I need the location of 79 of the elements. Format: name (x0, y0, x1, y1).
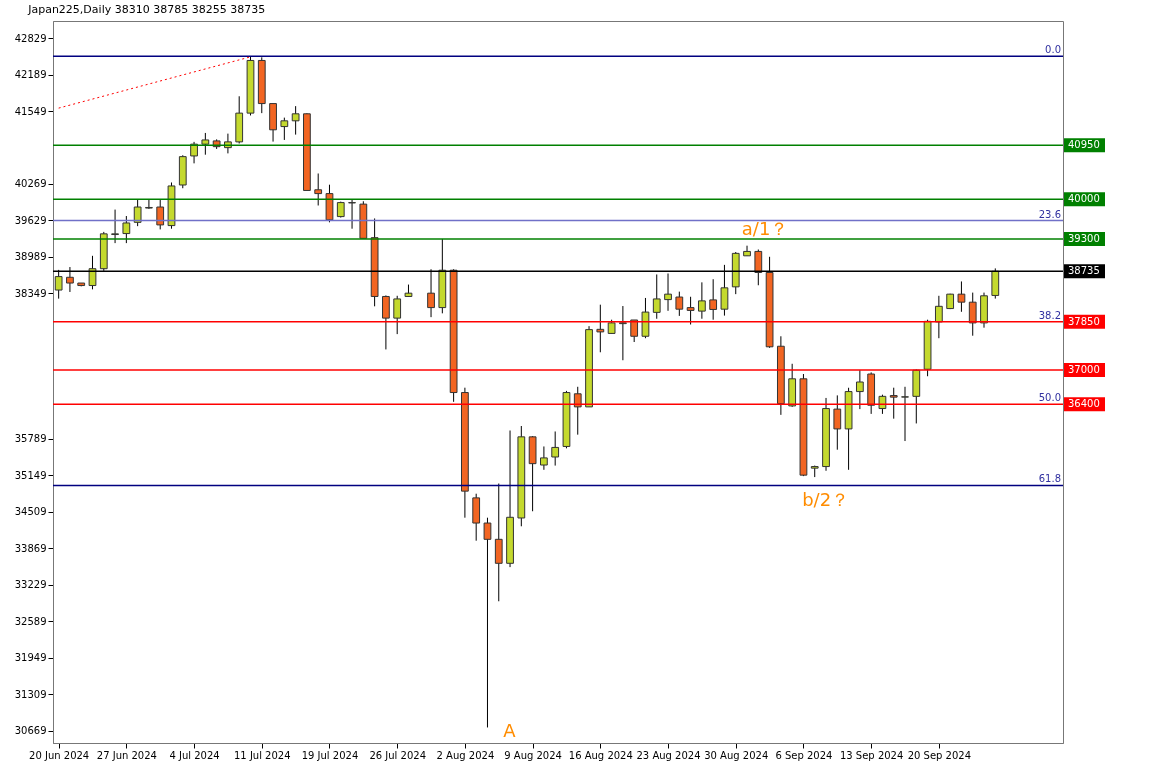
y-tick-label: 35149 (14, 469, 47, 481)
candlestick (156, 199, 165, 230)
y-tick-label: 41549 (14, 105, 47, 117)
candlestick (573, 386, 582, 436)
candlestick (145, 199, 153, 210)
x-tick-label: 9 Aug 2024 (504, 749, 562, 761)
y-tick-label: 42829 (14, 32, 47, 44)
candlestick (889, 387, 898, 420)
candlestick (280, 117, 289, 141)
candlestick (483, 517, 492, 728)
y-tick-label: 35789 (14, 433, 47, 445)
annotation: A (503, 720, 517, 742)
x-tick-label: 6 Sep 2024 (775, 749, 833, 761)
ref-line-label: 37000 (1068, 364, 1100, 376)
annotation: 0.0 (1045, 44, 1061, 56)
y-tick-label: 39629 (14, 214, 47, 226)
candlestick (652, 273, 661, 320)
candlestick (382, 294, 390, 350)
y-tick-label: 30669 (14, 725, 47, 737)
y-tick-label: 42189 (14, 69, 47, 81)
candlestick (291, 105, 300, 136)
y-tick-label: 33869 (14, 542, 47, 554)
candlestick (743, 245, 751, 257)
x-tick-label: 19 Jul 2024 (301, 749, 359, 761)
y-tick-label: 33229 (14, 579, 47, 591)
candlestick (348, 199, 356, 230)
annotation: 61.8 (1038, 473, 1061, 485)
candlestick (551, 430, 560, 467)
annotation: b/2？ (802, 489, 850, 511)
candlestick (698, 281, 706, 320)
y-tick-label: 38989 (14, 251, 47, 263)
x-tick-label: 30 Aug 2024 (704, 749, 769, 761)
y-tick-label: 31309 (14, 688, 47, 700)
candlestick (111, 209, 119, 244)
candlestick (630, 319, 639, 343)
candlestick (957, 280, 966, 313)
candlestick (968, 292, 977, 337)
annotation: 50.0 (1038, 392, 1061, 404)
chart-title: Japan225,Daily 38310 38785 38255 38735 (27, 3, 266, 16)
candlestick (133, 199, 142, 227)
x-tick-label: 4 Jul 2024 (169, 749, 220, 761)
y-tick-label: 34509 (14, 506, 47, 518)
x-tick-label: 13 Sep 2024 (839, 749, 904, 761)
ref-line-label: 40950 (1068, 139, 1100, 151)
candlestick (393, 295, 402, 335)
ref-line-label: 36400 (1068, 398, 1100, 410)
x-tick-label: 16 Aug 2024 (568, 749, 633, 761)
candlestick (122, 215, 131, 244)
y-tick-label: 32589 (14, 615, 47, 627)
candlestick (201, 132, 210, 156)
y-tick-label: 40269 (14, 178, 47, 190)
x-tick-label: 20 Sep 2024 (907, 749, 972, 761)
x-tick-label: 2 Aug 2024 (436, 749, 495, 761)
x-tick-label: 11 Jul 2024 (233, 749, 291, 761)
annotation: a/1？ (741, 218, 789, 240)
ref-line-label: 37850 (1068, 315, 1100, 327)
candlestick (314, 172, 323, 206)
ref-line-label: 39300 (1068, 233, 1100, 245)
y-tick-label: 38349 (14, 287, 47, 299)
candlestick (596, 304, 605, 353)
candlestick (833, 394, 842, 451)
x-tick-label: 20 Jun 2024 (29, 749, 90, 761)
x-tick-label: 27 Jun 2024 (96, 749, 157, 761)
x-tick-label: 26 Jul 2024 (369, 749, 426, 761)
annotation: 38.2 (1038, 309, 1061, 321)
candlestick (494, 483, 503, 602)
candlestick (675, 291, 684, 317)
candlestick (619, 305, 627, 361)
x-tick-label: 23 Aug 2024 (636, 749, 701, 761)
ref-line-label: 38735 (1068, 265, 1100, 277)
y-tick-label: 31949 (14, 652, 47, 664)
annotation: 23.6 (1038, 208, 1061, 220)
ref-line-label: 40000 (1068, 193, 1100, 205)
candlestick (855, 369, 864, 410)
candlestick (934, 295, 943, 339)
candlestick (686, 296, 695, 325)
candlestick (901, 386, 909, 442)
candlestick (540, 445, 548, 471)
candlestick (709, 278, 718, 321)
